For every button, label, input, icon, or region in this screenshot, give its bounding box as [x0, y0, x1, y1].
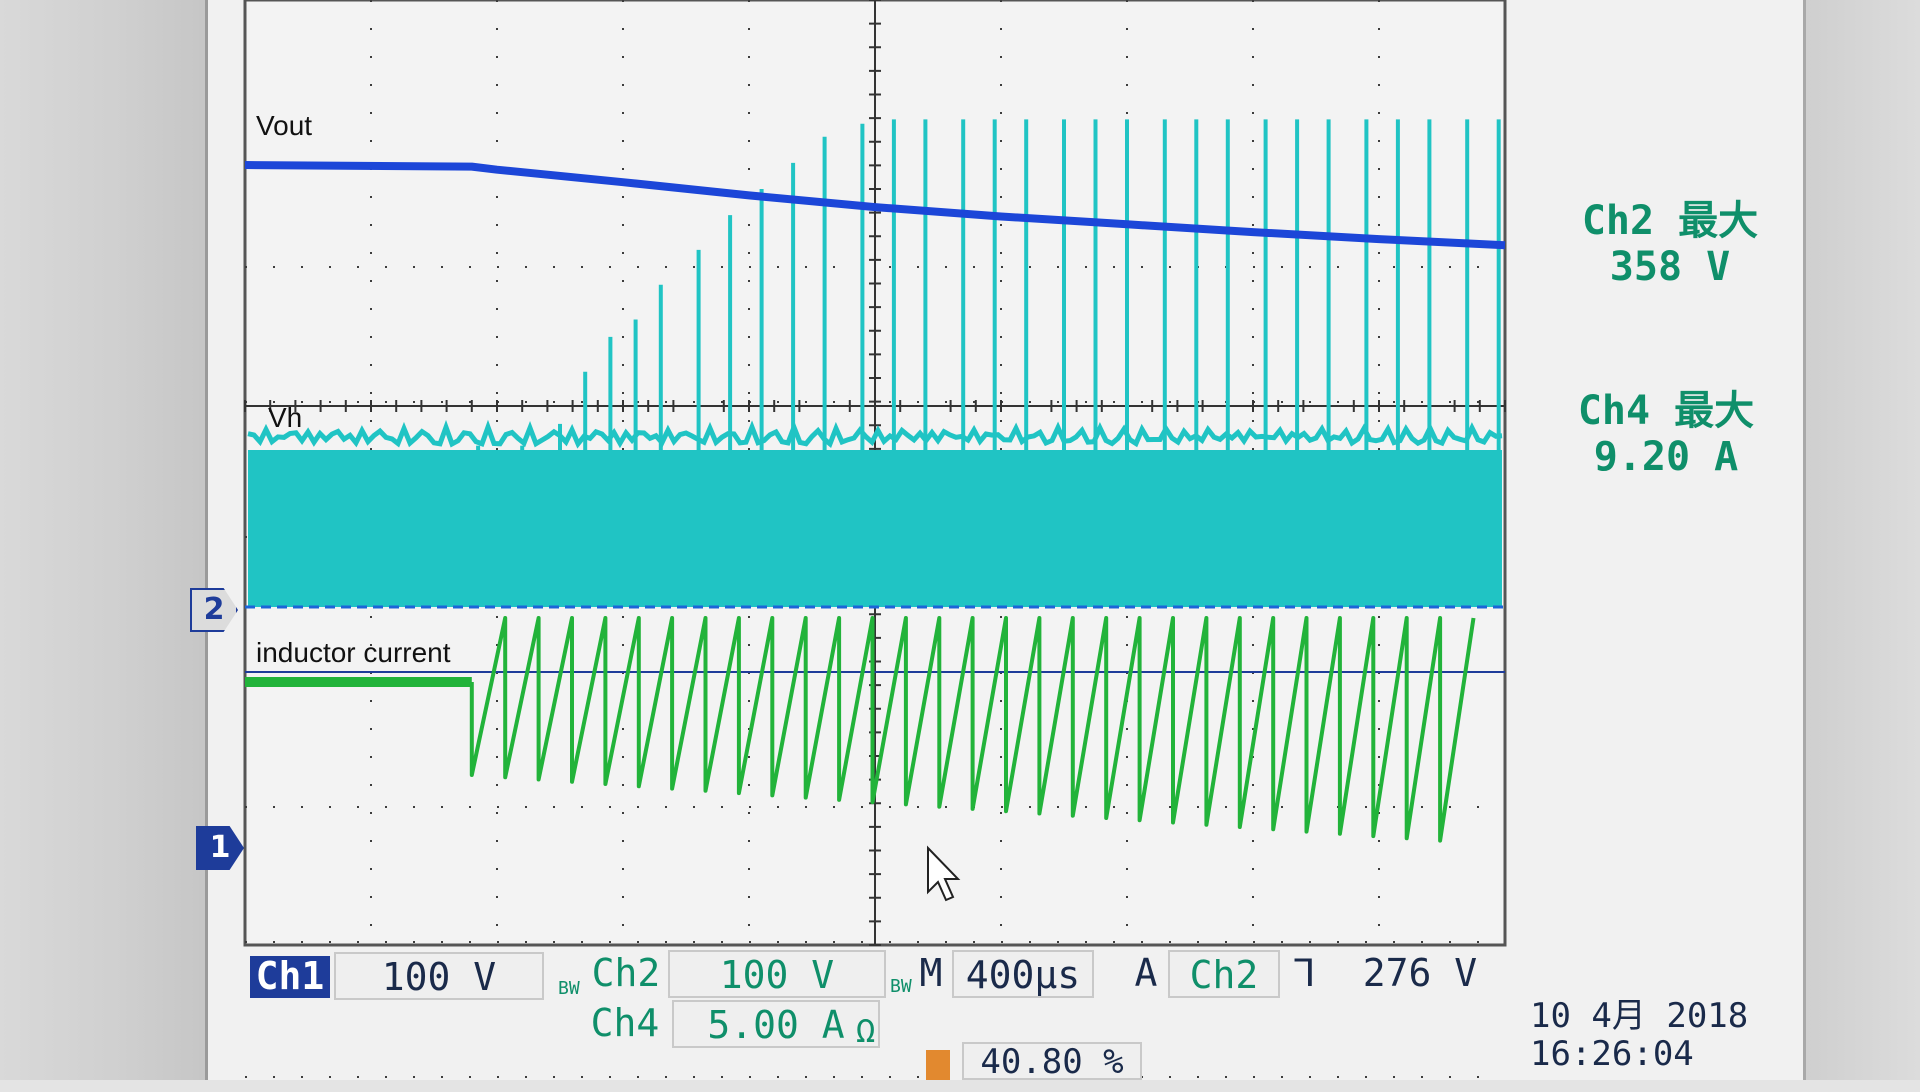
trigger-position-row: 40.80 % — [962, 1042, 1142, 1092]
status-bar-row2: Ch4 5.00 A Ω — [580, 998, 1000, 1050]
scope-bezel-right — [1806, 0, 1920, 1080]
measurement-ch2-value: 358 V — [1609, 244, 1731, 290]
trigger-a-label: A — [1134, 951, 1158, 995]
trigger-level: 276 V — [1362, 951, 1478, 995]
ch1-tag[interactable]: Ch1 — [250, 956, 330, 998]
ch4-scale: 5.00 A — [672, 1000, 880, 1048]
trigger-slope-icon: ⅂ — [1294, 951, 1316, 995]
timebase-m-label: M — [919, 951, 943, 995]
ch2-scale: 100 V — [668, 950, 886, 998]
traces — [244, 119, 1506, 843]
measurement-ch4-max: Ch4 最大 9.20 A — [1556, 388, 1776, 480]
trace-label-vh: Vh — [268, 402, 303, 433]
measurement-ch2-max: Ch2 最大 358 V — [1560, 198, 1780, 290]
scope-bezel-left — [0, 0, 205, 1080]
trigger-source: Ch2 — [1168, 950, 1280, 998]
time-display: 16:26:04 — [1530, 1034, 1694, 1074]
measurement-ch4-value: 9.20 A — [1593, 434, 1739, 480]
ch4-impedance-icon: Ω — [856, 1012, 876, 1050]
ch4-label: Ch4 — [590, 1001, 660, 1045]
vout-trace — [244, 161, 1506, 250]
inductor-current-trace — [469, 616, 1476, 843]
ch2-label: Ch2 — [591, 951, 661, 995]
measurement-ch2-label: Ch2 最大 — [1581, 198, 1759, 244]
cursor-arrow-icon — [927, 845, 961, 902]
ch1-scale: 100 V — [334, 952, 544, 1000]
ch1-bandwidth-icon: BW — [558, 978, 580, 999]
trigger-position-value: 40.80 % — [962, 1042, 1142, 1080]
trigger-position-icon — [926, 1050, 950, 1080]
ch2-bandwidth-icon: BW — [890, 976, 912, 997]
vh-band — [248, 450, 1502, 607]
date-display: 10 4月 2018 — [1530, 996, 1749, 1036]
trace-label-vout: Vout — [256, 110, 313, 141]
measurement-ch4-label: Ch4 最大 — [1577, 388, 1755, 434]
status-bar-row1: Ch1 100 V BW Ch2 100 V BW M 400µs A Ch2 … — [250, 950, 1510, 1000]
trace-label-inductor: inductor current — [256, 637, 451, 668]
vh-noise-edge — [247, 419, 1503, 449]
timebase-value: 400µs — [952, 950, 1094, 998]
